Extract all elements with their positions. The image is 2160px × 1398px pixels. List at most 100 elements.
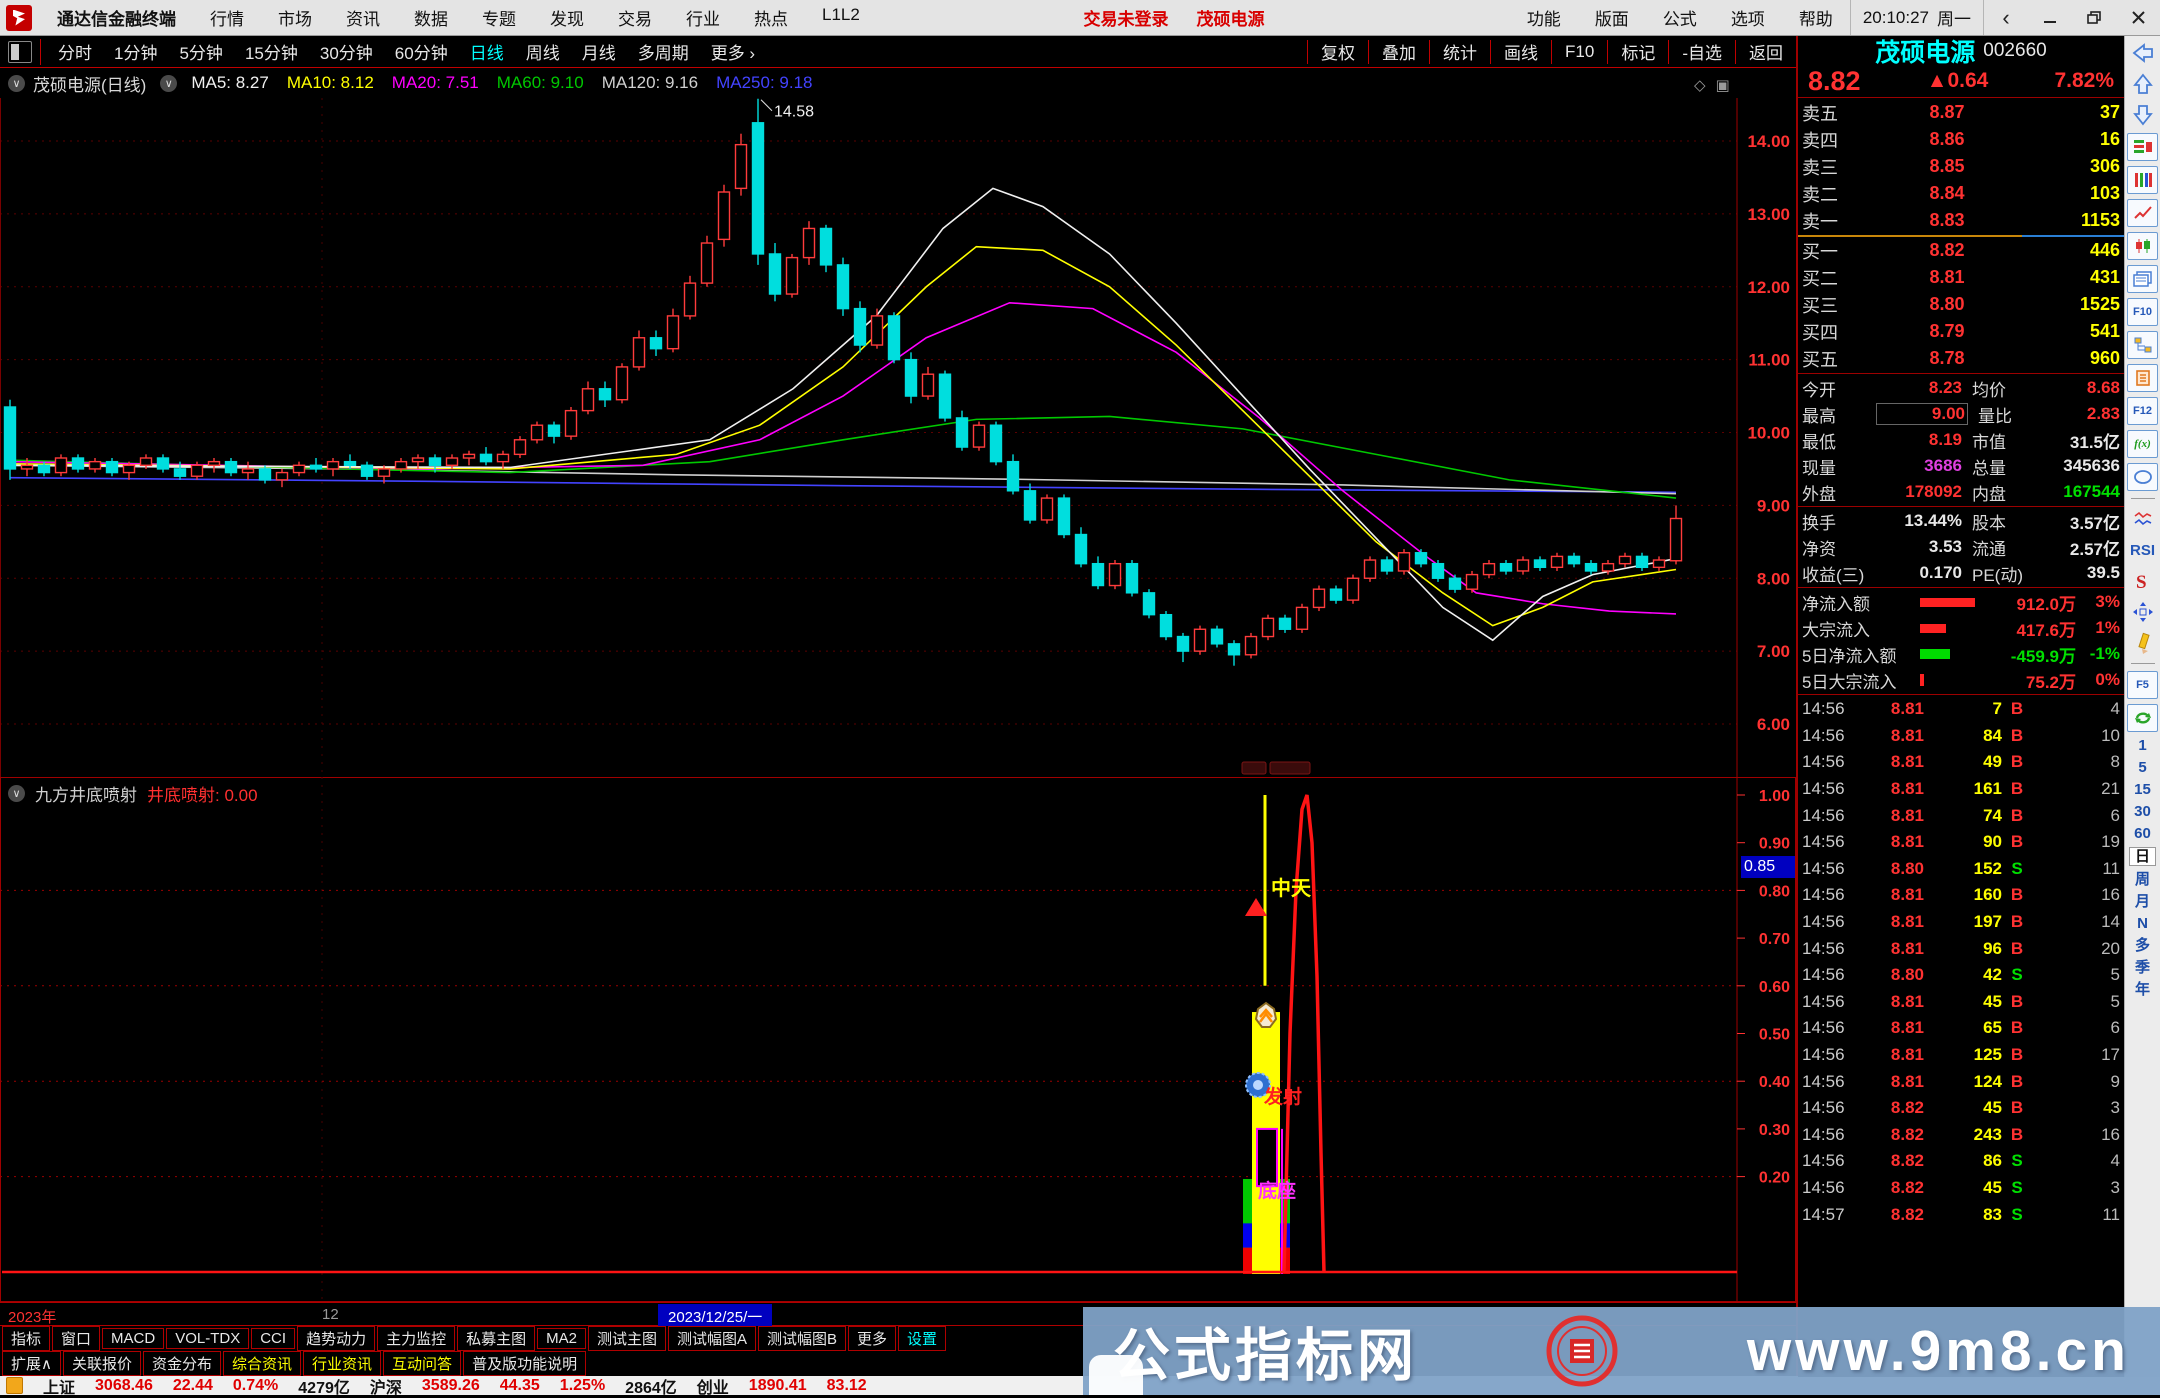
period-30[interactable]: 30 [2134, 803, 2151, 820]
tool-叠加[interactable]: 叠加 [1368, 39, 1429, 64]
timeframe-60分钟[interactable]: 60分钟 [394, 44, 448, 63]
tab-综合资讯[interactable]: 综合资讯 [223, 1351, 302, 1376]
candlestick-chart[interactable]: 14.00 13.00 12.00 11.00 10.00 9.00 8.00 7.00 6.0… [0, 98, 1796, 777]
menu-item-行业[interactable]: 行业 [686, 10, 720, 29]
tab-MACD[interactable]: MACD [102, 1328, 165, 1349]
tab-普及版功能说明[interactable]: 普及版功能说明 [463, 1351, 587, 1376]
menu-item-行情[interactable]: 行情 [210, 10, 244, 29]
f5-icon[interactable]: F5 [2127, 671, 2158, 699]
timeframe-分时[interactable]: 分时 [58, 44, 92, 63]
menu-item-功能[interactable]: 功能 [1526, 10, 1561, 29]
tool-统计[interactable]: 统计 [1429, 39, 1490, 64]
close-button[interactable] [2116, 0, 2160, 35]
menu-item-资讯[interactable]: 资讯 [346, 10, 380, 29]
timeframe-更多 ›[interactable]: 更多 › [710, 44, 756, 63]
back-button[interactable]: ‹ [2002, 4, 2010, 30]
period-多[interactable]: 多 [2134, 937, 2150, 954]
tool-F10[interactable]: F10 [1551, 39, 1607, 64]
menu-item-版面[interactable]: 版面 [1594, 10, 1629, 29]
period-年[interactable]: 年 [2134, 981, 2150, 998]
refresh-icon[interactable] [2127, 704, 2158, 732]
minimize-button[interactable] [2028, 0, 2072, 35]
tab-互动问答[interactable]: 互动问答 [383, 1351, 462, 1376]
panel-icon[interactable]: ▣ [1715, 77, 1730, 94]
indicator-chart[interactable]: 1.00 0.90 0.80 0.70 0.60 0.50 0.40 0.30 0.20 中天发射… [0, 777, 1796, 1302]
tool-复权[interactable]: 复权 [1307, 39, 1368, 64]
period-1[interactable]: 1 [2138, 737, 2147, 754]
menu-item-交易[interactable]: 交易 [618, 10, 652, 29]
menu-item-热点[interactable]: 热点 [754, 10, 788, 29]
oval-icon[interactable] [2127, 463, 2158, 491]
menu-item-选项[interactable]: 选项 [1730, 10, 1765, 29]
login-status[interactable]: 交易未登录 [1083, 10, 1169, 29]
notes-icon[interactable] [2127, 364, 2158, 392]
move-cross-icon[interactable] [2128, 599, 2157, 625]
timeframe-1分钟[interactable]: 1分钟 [114, 44, 158, 63]
menu-item-专题[interactable]: 专题 [482, 10, 516, 29]
formula-icon[interactable]: f(x) [2127, 430, 2158, 458]
multiline-chart-icon[interactable] [2128, 506, 2157, 532]
tab-私募主图[interactable]: 私募主图 [457, 1326, 536, 1351]
kline-chart-icon[interactable] [2127, 232, 2158, 260]
period-N[interactable]: N [2137, 915, 2148, 932]
tab-主力监控[interactable]: 主力监控 [377, 1326, 456, 1351]
tab-测试幅图A[interactable]: 测试幅图A [667, 1326, 756, 1351]
diamond-icon[interactable]: ◇ [1694, 77, 1706, 94]
tab-指标[interactable]: 指标 [2, 1326, 51, 1351]
tool-画线[interactable]: 画线 [1490, 39, 1551, 64]
menu-item-帮助[interactable]: 帮助 [1798, 10, 1833, 29]
market-icon[interactable] [6, 1377, 23, 1394]
stock-name[interactable]: 茂硕电源 [1875, 39, 1976, 67]
menu-item-市场[interactable]: 市场 [278, 10, 312, 29]
tab-扩展∧[interactable]: 扩展∧ [2, 1351, 61, 1376]
f10-icon[interactable]: F10 [2127, 298, 2158, 326]
tab-CCI[interactable]: CCI [251, 1328, 296, 1349]
tab-更多[interactable]: 更多 [848, 1326, 897, 1351]
up-arrow[interactable] [2128, 71, 2157, 97]
period-5[interactable]: 5 [2138, 759, 2147, 776]
timeframe-多周期[interactable]: 多周期 [637, 44, 689, 63]
period-60[interactable]: 60 [2134, 825, 2151, 842]
timeframe-月线[interactable]: 月线 [581, 44, 616, 63]
tab-测试幅图B[interactable]: 测试幅图B [757, 1326, 846, 1351]
tab-MA2[interactable]: MA2 [537, 1328, 586, 1349]
tab-窗口[interactable]: 窗口 [52, 1326, 101, 1351]
timeframe-30分钟[interactable]: 30分钟 [319, 44, 373, 63]
quote-table-icon[interactable] [2127, 166, 2158, 194]
rsi-icon[interactable]: RSI [2129, 541, 2155, 559]
f12-icon[interactable]: F12 [2127, 397, 2158, 425]
period-日[interactable]: 日 [2128, 847, 2156, 866]
menu-item-数据[interactable]: 数据 [414, 10, 448, 29]
menu-item-发现[interactable]: 发现 [550, 10, 584, 29]
timeframe-5分钟[interactable]: 5分钟 [179, 44, 223, 63]
news-icon[interactable] [2127, 265, 2158, 293]
relation-tree-icon[interactable] [2127, 331, 2158, 359]
timeframe-周线[interactable]: 周线 [525, 44, 560, 63]
chart-corner-icons[interactable]: ◇ ▣ [1694, 76, 1730, 94]
back-arrow[interactable] [2128, 40, 2157, 66]
down-arrow[interactable] [2128, 102, 2157, 128]
menu-item-公式[interactable]: 公式 [1662, 10, 1697, 29]
pencil-icon[interactable] [2128, 630, 2157, 656]
period-周[interactable]: 周 [2134, 871, 2150, 888]
tab-测试主图[interactable]: 测试主图 [587, 1326, 666, 1351]
panel-toggle-icon[interactable] [8, 40, 32, 63]
tool-标记[interactable]: 标记 [1607, 39, 1668, 64]
tab-设置[interactable]: 设置 [898, 1326, 947, 1351]
chevron-down-icon[interactable]: ∨ [8, 74, 25, 92]
tab-VOL-TDX[interactable]: VOL-TDX [166, 1328, 250, 1349]
tab-关联报价[interactable]: 关联报价 [62, 1351, 141, 1376]
menu-item-L1L2[interactable]: L1L2 [822, 5, 860, 24]
s-logo-icon[interactable]: S [2128, 568, 2157, 594]
active-stock-label[interactable]: 茂硕电源 [1196, 10, 1265, 29]
tool-返回[interactable]: 返回 [1735, 39, 1796, 64]
chevron-down-icon[interactable]: ∨ [160, 74, 178, 92]
tab-资金分布[interactable]: 资金分布 [143, 1351, 222, 1376]
trend-chart-icon[interactable] [2127, 199, 2158, 227]
tab-趋势动力[interactable]: 趋势动力 [297, 1326, 376, 1351]
timeframe-15分钟[interactable]: 15分钟 [244, 44, 298, 63]
chevron-down-icon[interactable]: ∨ [8, 785, 25, 802]
tab-行业资讯[interactable]: 行业资讯 [303, 1351, 382, 1376]
period-15[interactable]: 15 [2134, 781, 2151, 798]
tool--自选[interactable]: -自选 [1668, 39, 1735, 64]
